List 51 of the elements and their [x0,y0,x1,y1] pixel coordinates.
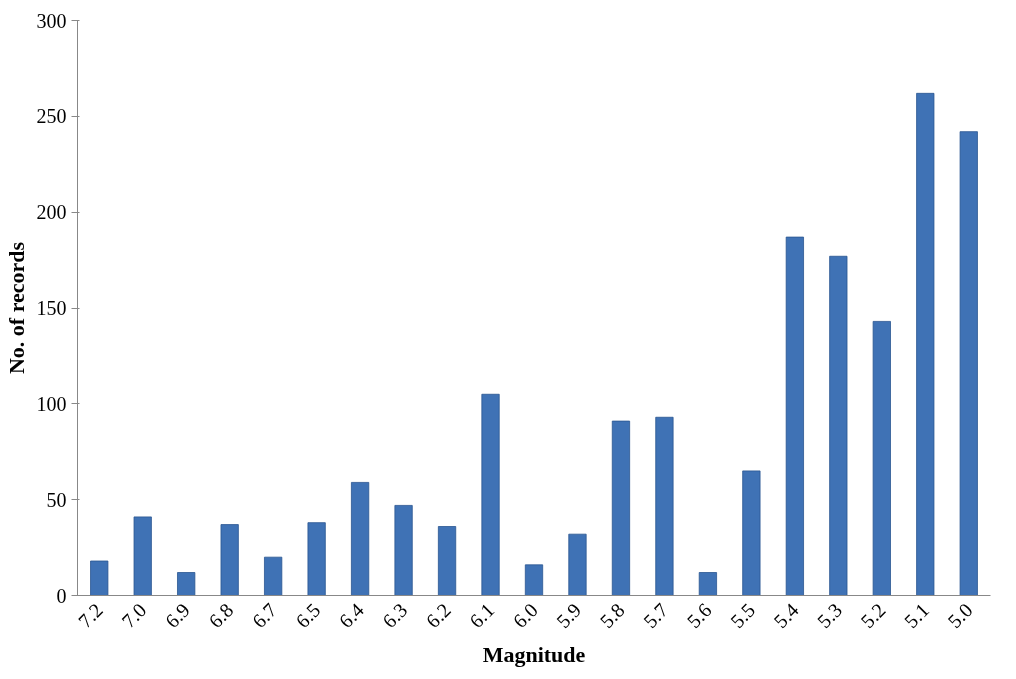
x-tick-label: 5.0 [943,598,977,632]
bar [524,564,544,596]
bar [220,524,239,596]
x-tick-label: 5.2 [856,598,890,632]
y-tick-label: 150 [36,297,67,319]
x-tick-label: 6.4 [334,598,368,632]
bar [264,556,283,596]
x-tick-label: 5.9 [552,598,586,632]
bar [742,470,761,596]
x-tick-label: 5.4 [769,598,803,632]
y-tick-label: 0 [56,584,67,607]
y-tick-label: 250 [36,105,67,128]
bar [872,321,891,596]
bar [394,505,413,596]
bar [785,236,804,596]
x-tick-label: 6.1 [465,598,499,632]
y-tick-label: 200 [36,201,67,224]
bar [307,522,326,596]
bar [916,92,935,596]
bar [437,526,457,596]
x-tick-label: 5.6 [682,598,716,632]
y-axis-title: No. of records [3,241,29,375]
x-tick-label: 5.3 [812,598,847,632]
x-tick-label: 6.3 [378,598,412,632]
x-tick-label: 6.9 [160,598,194,632]
x-tick-label: 5.1 [899,598,934,632]
bar [829,255,848,596]
x-tick-label: 6.2 [421,598,455,632]
x-tick-label: 5.5 [725,598,760,632]
bar [481,393,500,596]
y-tick-label: 50 [46,488,67,511]
bar [568,533,587,596]
x-tick-label: 6.5 [291,598,325,632]
bar [959,131,978,596]
y-tick-label: 100 [36,392,67,415]
bar [133,516,152,596]
bar [90,560,109,596]
bar [177,572,196,596]
bar [698,572,717,596]
x-tick-label: 7.0 [117,598,151,632]
bar [611,420,631,596]
bar [351,482,370,596]
x-tick-label: 6.8 [204,598,238,632]
x-tick-label: 5.7 [638,598,673,632]
x-tick-label: 6.7 [247,598,281,632]
x-tick-label: 7.2 [73,598,108,632]
bar [655,416,674,596]
x-tick-label: 5.8 [595,598,629,632]
y-tick-label: 300 [36,9,67,32]
x-tick-label: 6.0 [508,598,542,632]
x-axis-title: Magnitude [482,642,586,668]
